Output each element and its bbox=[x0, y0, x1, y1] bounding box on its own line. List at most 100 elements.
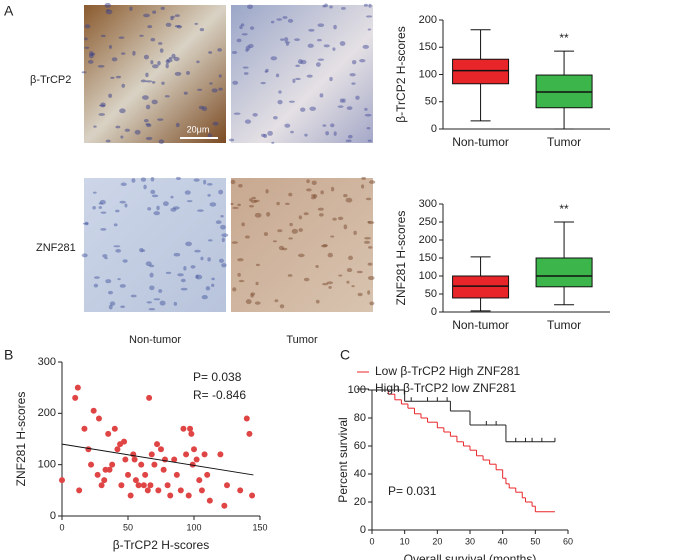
texture bbox=[333, 24, 337, 30]
texture bbox=[217, 48, 223, 52]
point bbox=[191, 446, 197, 453]
texture bbox=[104, 257, 108, 260]
texture bbox=[264, 70, 268, 73]
point bbox=[81, 425, 88, 432]
box bbox=[452, 58, 510, 85]
texture bbox=[146, 301, 153, 304]
point bbox=[59, 477, 65, 484]
box bbox=[452, 275, 510, 299]
x-tick-label: 50 bbox=[123, 522, 133, 532]
legend-label: High β-TrCP2 low ZNF281 bbox=[375, 381, 516, 395]
texture bbox=[351, 59, 357, 65]
texture bbox=[362, 44, 370, 49]
texture bbox=[304, 133, 308, 137]
texture bbox=[211, 277, 215, 281]
point bbox=[138, 461, 145, 468]
texture bbox=[243, 72, 249, 75]
texture bbox=[365, 197, 372, 201]
texture bbox=[218, 87, 223, 91]
texture bbox=[115, 75, 122, 79]
y-tick-label: 200 bbox=[419, 234, 437, 246]
texture bbox=[325, 131, 329, 136]
x-tick-label: 150 bbox=[252, 522, 267, 532]
point bbox=[160, 466, 167, 473]
texture bbox=[367, 139, 372, 142]
texture bbox=[228, 138, 235, 142]
texture bbox=[99, 199, 106, 205]
point bbox=[164, 482, 171, 489]
texture bbox=[208, 51, 213, 54]
y-tick-label: 100 bbox=[38, 459, 56, 471]
texture bbox=[117, 278, 121, 281]
texture bbox=[205, 286, 211, 291]
texture bbox=[161, 81, 165, 85]
texture bbox=[272, 240, 277, 243]
texture bbox=[84, 37, 88, 41]
texture bbox=[315, 299, 320, 304]
texture bbox=[175, 176, 181, 180]
texture bbox=[165, 22, 172, 27]
y-tick-label: 50 bbox=[425, 96, 437, 108]
texture bbox=[174, 25, 181, 28]
texture bbox=[278, 90, 282, 94]
point bbox=[74, 384, 81, 391]
y-tick-label: 80 bbox=[354, 412, 366, 424]
texture bbox=[261, 133, 266, 137]
texture bbox=[317, 58, 325, 61]
texture bbox=[173, 252, 181, 257]
point bbox=[196, 477, 203, 484]
texture bbox=[120, 305, 125, 308]
point bbox=[142, 471, 149, 478]
texture bbox=[108, 304, 113, 310]
texture bbox=[100, 102, 106, 108]
texture bbox=[237, 258, 244, 262]
point bbox=[151, 461, 158, 468]
annotation: P= 0.038 bbox=[193, 370, 242, 384]
texture bbox=[197, 88, 203, 91]
point bbox=[76, 487, 83, 494]
texture bbox=[150, 177, 155, 182]
texture bbox=[104, 2, 111, 8]
texture bbox=[143, 13, 150, 18]
texture bbox=[293, 38, 301, 42]
texture bbox=[98, 113, 106, 116]
texture bbox=[306, 179, 310, 184]
point bbox=[95, 415, 102, 422]
x-axis-label: β-TrCP2 H-scores bbox=[113, 538, 209, 552]
texture bbox=[185, 241, 192, 247]
texture bbox=[284, 123, 291, 128]
texture bbox=[158, 289, 163, 293]
texture bbox=[102, 254, 108, 258]
point bbox=[221, 502, 228, 509]
texture bbox=[333, 131, 337, 136]
texture bbox=[180, 287, 188, 291]
texture bbox=[255, 281, 259, 286]
y-tick-label: 300 bbox=[38, 356, 56, 368]
texture bbox=[174, 14, 180, 17]
texture bbox=[93, 125, 97, 128]
texture bbox=[157, 60, 161, 66]
point bbox=[206, 497, 213, 504]
panel-label: B bbox=[4, 347, 13, 363]
texture bbox=[151, 81, 156, 84]
texture bbox=[361, 184, 365, 189]
texture bbox=[165, 63, 169, 69]
texture bbox=[260, 81, 266, 85]
texture bbox=[348, 255, 353, 261]
texture bbox=[363, 240, 371, 244]
texture bbox=[120, 182, 127, 186]
texture bbox=[120, 135, 124, 139]
texture bbox=[357, 292, 363, 297]
texture bbox=[310, 196, 316, 200]
texture bbox=[209, 202, 217, 207]
x-tick-label: 0 bbox=[369, 536, 374, 546]
texture bbox=[241, 33, 248, 36]
point bbox=[130, 451, 137, 458]
point bbox=[173, 471, 180, 478]
texture bbox=[141, 95, 149, 100]
x-tick-label: 40 bbox=[498, 536, 508, 546]
texture bbox=[359, 59, 366, 63]
texture bbox=[337, 105, 344, 108]
texture bbox=[284, 41, 291, 44]
texture bbox=[250, 199, 258, 204]
